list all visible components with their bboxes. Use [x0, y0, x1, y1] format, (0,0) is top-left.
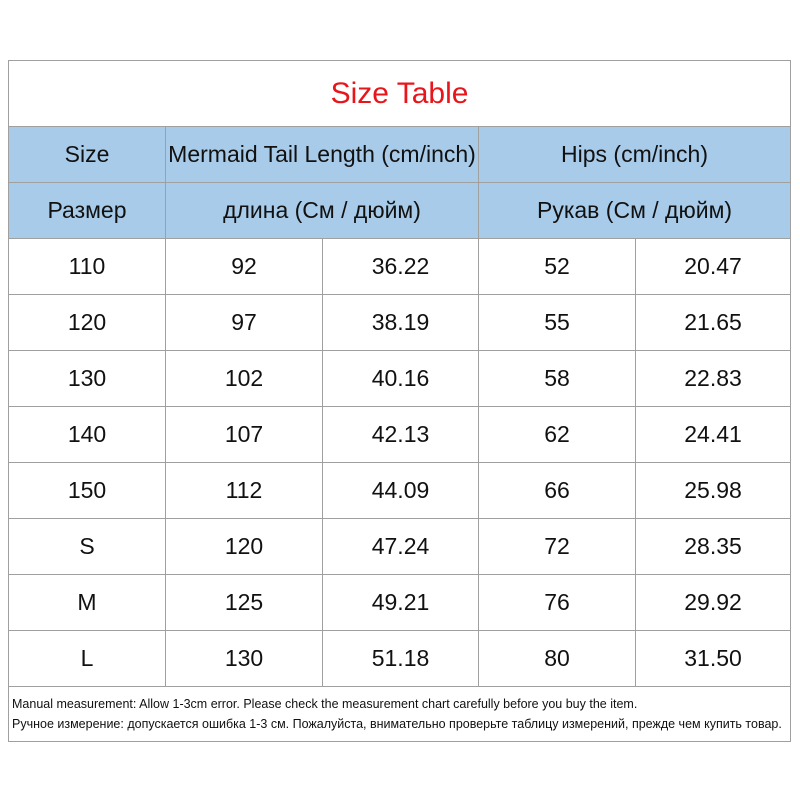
data-cell: 55	[478, 294, 636, 351]
header-cell: длина (См / дюйм)	[165, 182, 479, 239]
table-title: Size Table	[7, 60, 792, 127]
header-cell: Mermaid Tail Length (cm/inch)	[165, 126, 479, 183]
data-row: 130 102 40.16 58 22.83	[8, 350, 792, 407]
data-cell: 49.21	[322, 574, 479, 631]
data-cell: 28.35	[634, 518, 792, 575]
data-cell: 130	[8, 350, 166, 407]
header-cell: Size	[8, 126, 166, 183]
data-cell: 51.18	[322, 630, 479, 687]
data-cell: 80	[478, 630, 636, 687]
data-cell: 112	[165, 462, 323, 519]
data-cell: 40.16	[322, 350, 479, 407]
data-cell: 44.09	[322, 462, 479, 519]
data-cell: 66	[478, 462, 636, 519]
data-cell: 150	[8, 462, 166, 519]
header-cell: Размер	[8, 182, 166, 239]
data-row: M 125 49.21 76 29.92	[8, 574, 792, 631]
data-cell: M	[8, 574, 166, 631]
data-cell: 92	[165, 238, 323, 295]
data-row: 150 112 44.09 66 25.98	[8, 462, 792, 519]
data-cell: 140	[8, 406, 166, 463]
data-cell: 47.24	[322, 518, 479, 575]
size-table: Size Table Size Mermaid Tail Length (cm/i…	[7, 60, 792, 742]
data-cell: 62	[478, 406, 636, 463]
data-cell: 97	[165, 294, 323, 351]
table-body: Size Table Size Mermaid Tail Length (cm/i…	[7, 60, 792, 742]
data-cell: 29.92	[634, 574, 792, 631]
data-cell: L	[8, 630, 166, 687]
data-cell: S	[8, 518, 166, 575]
data-cell: 22.83	[634, 350, 792, 407]
data-cell: 110	[8, 238, 166, 295]
data-cell: 102	[165, 350, 323, 407]
data-cell: 130	[165, 630, 323, 687]
data-row: 140 107 42.13 62 24.41	[8, 406, 792, 463]
data-cell: 21.65	[634, 294, 792, 351]
data-cell: 38.19	[322, 294, 479, 351]
title-row: Size Table	[7, 60, 792, 127]
data-cell: 107	[165, 406, 323, 463]
data-row: L 130 51.18 80 31.50	[8, 630, 792, 687]
data-cell: 20.47	[634, 238, 792, 295]
data-cell: 25.98	[634, 462, 792, 519]
note-line: Manual measurement: Allow 1-3cm error. P…	[12, 697, 638, 711]
data-cell: 42.13	[322, 406, 479, 463]
data-cell: 120	[165, 518, 323, 575]
data-cell: 24.41	[634, 406, 792, 463]
data-cell: 36.22	[322, 238, 479, 295]
data-cell: 72	[478, 518, 636, 575]
header-row: Size Mermaid Tail Length (cm/inch) Hips (c…	[8, 126, 792, 183]
notes-cell: Manual measurement: Allow 1-3cm error. P…	[7, 686, 792, 742]
data-cell: 120	[8, 294, 166, 351]
data-row: S 120 47.24 72 28.35	[8, 518, 792, 575]
header-row: Размер длина (См / дюйм) Рукав (См / дюйм)	[8, 182, 792, 239]
data-cell: 52	[478, 238, 636, 295]
data-cell: 31.50	[634, 630, 792, 687]
data-cell: 125	[165, 574, 323, 631]
data-cell: 58	[478, 350, 636, 407]
data-cell: 76	[478, 574, 636, 631]
data-row: 120 97 38.19 55 21.65	[8, 294, 792, 351]
header-cell: Hips (cm/inch)	[477, 126, 792, 183]
notes-row: Manual measurement: Allow 1-3cm error. P…	[7, 686, 792, 742]
note-line: Ручное измерение: допускается ошибка 1-3…	[12, 717, 782, 731]
header-cell: Рукав (См / дюйм)	[477, 182, 792, 239]
data-row: 110 92 36.22 52 20.47	[8, 238, 792, 295]
